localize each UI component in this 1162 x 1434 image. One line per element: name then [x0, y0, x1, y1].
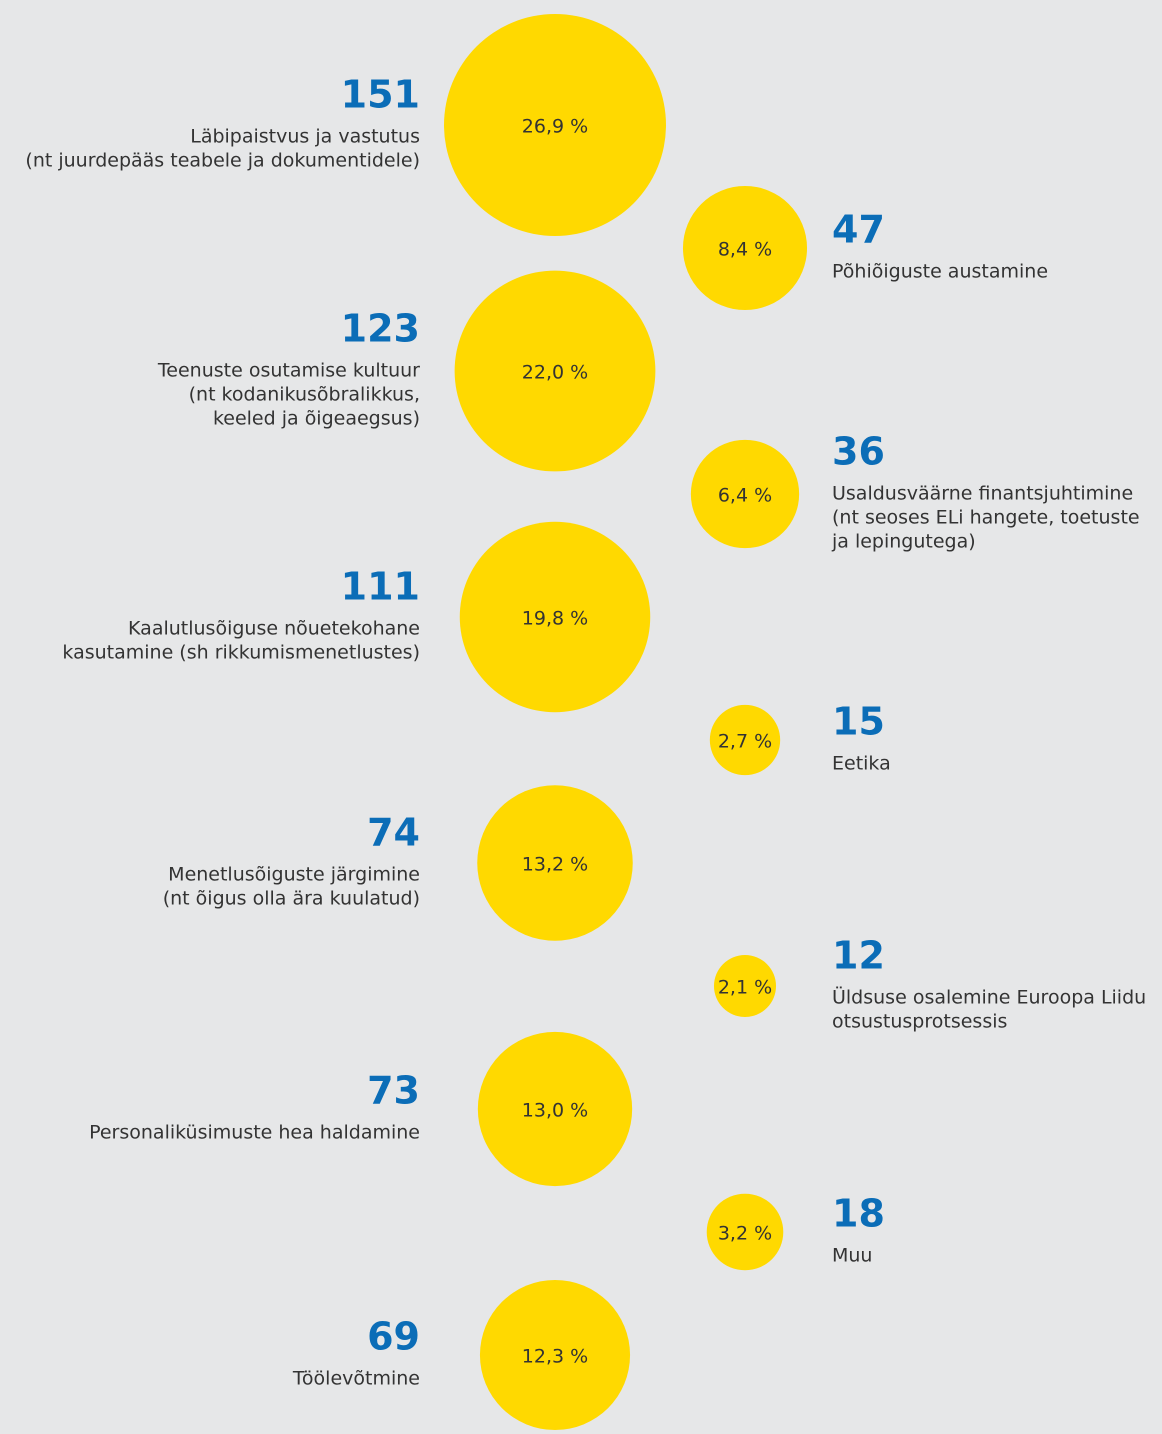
category-label: (nt kodanikusõbralikkus, — [189, 384, 420, 406]
bubble — [444, 14, 666, 236]
bubble — [459, 521, 651, 713]
category-label: (nt juurdepääs teabele ja dokumentidele) — [25, 150, 420, 172]
count: 74 — [367, 811, 420, 855]
category-label: Eetika — [832, 753, 891, 775]
share-label: 2,7 % — [718, 731, 772, 753]
category-label: kasutamine (sh rikkumismenetlustes) — [62, 642, 420, 664]
category-label: keeled ja õigeaegsus) — [213, 408, 420, 430]
bubble — [713, 954, 777, 1018]
bubble — [690, 439, 800, 549]
category-label: Usaldusväärne finantsjuhtimine — [832, 483, 1133, 505]
category-label: Läbipaistvus ja vastutus — [190, 126, 420, 148]
share-label: 3,2 % — [718, 1223, 772, 1245]
category-label: (nt seoses ELi hangete, toetuste — [832, 507, 1140, 529]
category-label: Menetlusõiguste järgimine — [168, 864, 420, 886]
category-label: Üldsuse osalemine Euroopa Liidu — [832, 986, 1146, 1009]
share-label: 8,4 % — [718, 239, 772, 261]
bubble — [706, 1193, 784, 1271]
category-label: ja lepingutega) — [831, 531, 976, 553]
share-label: 19,8 % — [522, 608, 588, 630]
share-label: 26,9 % — [522, 116, 588, 138]
category-label: otsustusprotsessis — [832, 1011, 1007, 1033]
share-label: 13,2 % — [522, 854, 588, 876]
share-label: 6,4 % — [718, 485, 772, 507]
category-label: Teenuste osutamise kultuur — [157, 360, 420, 382]
share-label: 22,0 % — [522, 362, 588, 384]
bubble — [709, 704, 781, 776]
category-label: Muu — [832, 1245, 872, 1267]
bubble — [454, 270, 656, 472]
category-label: Põhiõiguste austamine — [832, 261, 1048, 283]
bubble — [477, 785, 633, 941]
count: 18 — [832, 1192, 885, 1236]
bubble — [682, 185, 808, 311]
count: 111 — [341, 565, 420, 609]
share-label: 2,1 % — [718, 977, 772, 999]
bubble — [477, 1031, 633, 1187]
bubble — [479, 1279, 631, 1431]
category-label: Töölevõtmine — [292, 1368, 420, 1390]
category-label: (nt õigus olla ära kuulatud) — [163, 888, 420, 910]
count: 12 — [832, 934, 885, 978]
count: 36 — [832, 430, 885, 474]
count: 69 — [367, 1315, 420, 1359]
count: 15 — [832, 700, 885, 744]
share-label: 12,3 % — [522, 1346, 588, 1368]
count: 73 — [367, 1069, 420, 1113]
count: 47 — [832, 208, 885, 252]
count: 151 — [341, 73, 420, 117]
category-label: Personaliküsimuste hea haldamine — [89, 1122, 420, 1144]
category-label: Kaalutlusõiguse nõuetekohane — [128, 618, 420, 640]
share-label: 13,0 % — [522, 1100, 588, 1122]
count: 123 — [341, 307, 420, 351]
